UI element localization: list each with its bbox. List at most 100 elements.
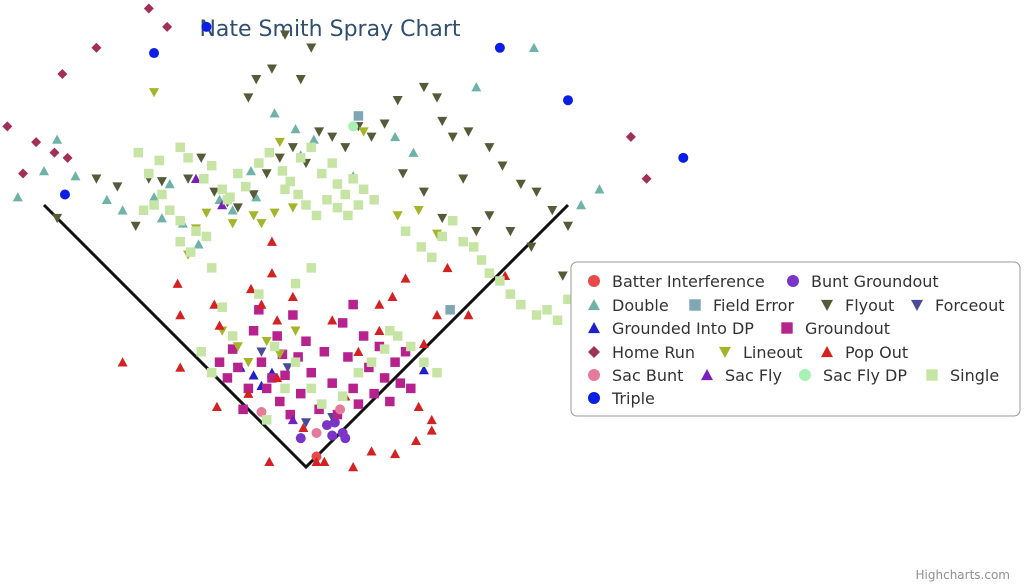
legend-item-lineout[interactable]: Lineout bbox=[719, 343, 803, 362]
legend-item-double[interactable]: Double bbox=[588, 296, 669, 315]
point-lineout[interactable] bbox=[227, 219, 238, 229]
point-pop-out[interactable] bbox=[374, 299, 385, 309]
point-single[interactable] bbox=[264, 147, 275, 158]
point-lineout[interactable] bbox=[290, 326, 301, 336]
point-pop-out[interactable] bbox=[266, 236, 277, 246]
point-groundout[interactable] bbox=[233, 362, 243, 373]
point-pop-out[interactable] bbox=[418, 338, 429, 349]
point-single[interactable] bbox=[227, 331, 238, 341]
point-pop-out[interactable] bbox=[211, 401, 222, 411]
point-double[interactable] bbox=[193, 239, 204, 249]
point-lineout[interactable] bbox=[232, 342, 243, 352]
point-single[interactable] bbox=[385, 326, 395, 336]
point-single[interactable] bbox=[175, 142, 185, 153]
point-groundout[interactable] bbox=[374, 341, 385, 352]
point-sac-fly-dp[interactable] bbox=[348, 121, 359, 132]
legend-item-sac-fly-dp[interactable]: Sac Fly DP bbox=[799, 366, 907, 385]
point-groundout[interactable] bbox=[327, 378, 337, 388]
point-single[interactable] bbox=[400, 226, 411, 236]
point-flyout[interactable] bbox=[243, 93, 254, 103]
point-grounded-into-dp[interactable] bbox=[418, 365, 429, 375]
point-pop-out[interactable] bbox=[426, 425, 437, 435]
point-groundout[interactable] bbox=[400, 346, 411, 357]
point-double[interactable] bbox=[471, 82, 482, 92]
point-double[interactable] bbox=[245, 165, 256, 176]
point-flyout[interactable] bbox=[248, 190, 259, 200]
point-single[interactable] bbox=[327, 158, 337, 168]
point-single[interactable] bbox=[332, 179, 343, 189]
point-field-error[interactable] bbox=[445, 305, 455, 315]
point-flyout[interactable] bbox=[531, 187, 542, 197]
point-sac-fly[interactable] bbox=[217, 200, 228, 210]
point-single[interactable] bbox=[332, 202, 343, 213]
point-pop-out[interactable] bbox=[366, 446, 377, 456]
point-flyout[interactable] bbox=[505, 226, 516, 237]
point-pop-out[interactable] bbox=[353, 346, 364, 356]
point-double[interactable] bbox=[594, 184, 605, 194]
point-triple[interactable] bbox=[494, 42, 505, 53]
point-single[interactable] bbox=[340, 189, 351, 200]
point-groundout[interactable] bbox=[288, 310, 298, 320]
point-flyout[interactable] bbox=[327, 132, 338, 142]
point-lineout[interactable] bbox=[413, 205, 424, 216]
point-pop-out[interactable] bbox=[426, 414, 437, 425]
point-bunt-groundout[interactable] bbox=[321, 420, 332, 431]
point-single[interactable] bbox=[366, 357, 377, 367]
point-single[interactable] bbox=[392, 331, 403, 341]
point-single[interactable] bbox=[437, 231, 447, 242]
legend-item-groundout[interactable]: Groundout bbox=[781, 319, 890, 338]
point-groundout[interactable] bbox=[337, 318, 348, 328]
point-single[interactable] bbox=[133, 147, 144, 158]
point-groundout[interactable] bbox=[293, 352, 303, 362]
point-single[interactable] bbox=[149, 200, 159, 210]
point-pop-out[interactable] bbox=[387, 291, 398, 301]
point-forceout[interactable] bbox=[256, 347, 267, 357]
legend-item-batter-interference[interactable]: Batter Interference bbox=[588, 272, 765, 291]
point-double[interactable] bbox=[269, 108, 280, 118]
point-single[interactable] bbox=[343, 210, 353, 221]
credits-link[interactable]: Highcharts.com bbox=[916, 568, 1010, 582]
point-flyout[interactable] bbox=[280, 30, 291, 40]
point-double[interactable] bbox=[117, 205, 128, 215]
point-groundout[interactable] bbox=[390, 357, 400, 367]
point-single[interactable] bbox=[277, 166, 288, 176]
point-pop-out[interactable] bbox=[209, 299, 220, 309]
legend-item-sac-bunt[interactable]: Sac Bunt bbox=[588, 366, 683, 385]
point-double[interactable] bbox=[528, 42, 539, 53]
point-triple[interactable] bbox=[149, 48, 160, 59]
point-single[interactable] bbox=[495, 276, 505, 286]
point-groundout[interactable] bbox=[395, 378, 406, 388]
point-groundout[interactable] bbox=[369, 388, 379, 399]
point-groundout[interactable] bbox=[238, 404, 248, 415]
point-flyout[interactable] bbox=[274, 153, 285, 163]
point-pop-out[interactable] bbox=[264, 456, 275, 467]
point-single[interactable] bbox=[531, 310, 542, 320]
point-flyout[interactable] bbox=[295, 74, 306, 85]
point-single[interactable] bbox=[233, 168, 243, 179]
point-pop-out[interactable] bbox=[172, 278, 183, 288]
point-single[interactable] bbox=[348, 174, 358, 184]
point-pop-out[interactable] bbox=[442, 262, 453, 273]
point-home-run[interactable] bbox=[62, 152, 73, 163]
point-flyout[interactable] bbox=[515, 179, 526, 190]
point-forceout[interactable] bbox=[282, 363, 293, 373]
point-double[interactable] bbox=[408, 147, 419, 157]
point-groundout[interactable] bbox=[254, 305, 264, 315]
point-double[interactable] bbox=[39, 165, 49, 176]
point-pop-out[interactable] bbox=[411, 435, 422, 446]
point-lineout[interactable] bbox=[274, 137, 285, 148]
point-flyout[interactable] bbox=[547, 205, 558, 216]
point-home-run[interactable] bbox=[91, 42, 102, 53]
point-double[interactable] bbox=[12, 192, 23, 202]
point-groundout[interactable] bbox=[358, 331, 369, 341]
point-single[interactable] bbox=[206, 160, 217, 171]
point-single[interactable] bbox=[175, 215, 185, 226]
point-groundout[interactable] bbox=[214, 357, 225, 367]
point-groundout[interactable] bbox=[296, 388, 306, 399]
point-single[interactable] bbox=[358, 184, 369, 195]
point-lineout[interactable] bbox=[248, 211, 259, 221]
point-home-run[interactable] bbox=[625, 131, 636, 142]
point-batter-interference[interactable] bbox=[311, 451, 322, 462]
point-flyout[interactable] bbox=[418, 82, 429, 93]
point-double[interactable] bbox=[227, 205, 238, 215]
